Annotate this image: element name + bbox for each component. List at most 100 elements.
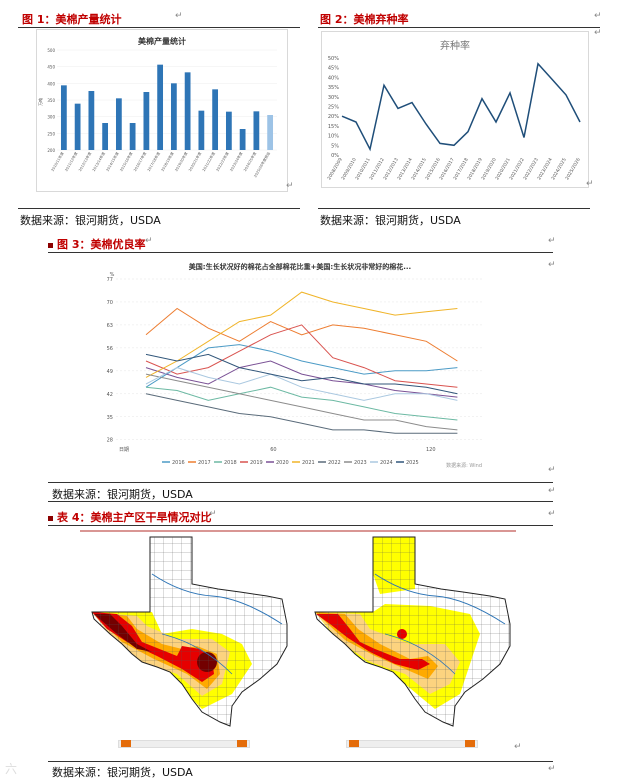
fig1-x-tick: 2011/12年度 <box>63 151 78 173</box>
fig2-y-tick: 50% <box>328 56 339 62</box>
fig3-series-line <box>145 386 458 421</box>
fig1-bar <box>157 64 164 150</box>
fig1-x-tick: 2010/11年度 <box>50 151 65 173</box>
fig2-top-rule <box>318 27 600 28</box>
fig4-heading-text: 表 4：美棉主产区干旱情况对比 <box>57 511 212 524</box>
fig1-heading: 图 1：美棉产量统计 <box>22 13 122 26</box>
fig3-series-line <box>145 373 458 431</box>
fig1-x-tick: 2016/17年度 <box>132 151 147 173</box>
fig2-y-tick: 5% <box>331 143 339 149</box>
paragraph-mark-icon: ↵ <box>548 465 556 475</box>
map-right-timeline-end[interactable] <box>465 740 475 747</box>
map-left-timeline[interactable] <box>118 740 250 748</box>
fig3-y-tick: 49 <box>107 369 113 375</box>
fig1-x-tick: 2014/15年度 <box>105 151 120 173</box>
fig1-bar <box>212 89 219 150</box>
fig1-x-tick: 2024/25年度 <box>242 151 257 173</box>
paragraph-mark-icon: ↵ <box>594 28 602 38</box>
fig1-bar <box>170 83 177 150</box>
fig3-y-tick: 35 <box>107 415 113 421</box>
fig2-chart-title: 弃种率 <box>440 39 470 52</box>
fig1-x-tick: 2017/18年度 <box>146 151 161 173</box>
fig3-chart-title: 美国:生长状况好的棉花占全部棉花比重+美国:生长状况非常好的棉花... <box>189 262 411 271</box>
fig3-series-line <box>145 367 458 401</box>
fig3-series-line <box>145 291 458 378</box>
fig2-line <box>341 62 581 152</box>
fig2-heading: 图 2：美棉弃种率 <box>320 13 409 26</box>
paragraph-mark-icon: ↵ <box>548 260 556 270</box>
fig3-series-line <box>145 360 458 398</box>
fig3-x-tick: 120 <box>426 447 436 453</box>
fig2-chart: 弃种率 50% 45% 40% 35% 30% 25% 20% 15% 10% 5% 0% 2008/2… <box>321 31 589 188</box>
fig1-x-tick: 2019/20年度 <box>173 151 188 173</box>
fig4-source: 数据来源：银河期货，USDA <box>52 766 193 779</box>
fig2-y-tick: 10% <box>328 134 339 140</box>
fig1-y-tick: 200 <box>47 148 55 153</box>
fig1-bar <box>198 110 205 150</box>
map-right-timeline[interactable] <box>346 740 478 748</box>
fig3-y-tick: 56 <box>107 346 113 352</box>
fig3-source: 数据来源：银河期货，USDA <box>52 488 193 501</box>
fig3-watermark: 数据来源: Wind <box>446 462 482 469</box>
paragraph-mark-icon: ↵ <box>175 11 183 21</box>
paragraph-mark-icon: ↵ <box>286 181 294 191</box>
fig3-legend-label: 2017 <box>198 460 211 466</box>
texas-drought-map-right <box>314 536 511 727</box>
fig1-source: 数据来源：银河期货，USDA <box>20 214 161 227</box>
paragraph-mark-icon: ↵ <box>548 764 556 774</box>
fig3-legend-label: 2023 <box>354 460 367 466</box>
bullet-square-icon <box>48 515 53 521</box>
paragraph-mark-icon: ↵ <box>548 509 556 519</box>
fig3-chart-svg: 美国:生长状况好的棉花占全部棉花比重+美国:生长状况非常好的棉花...%77 70… <box>107 262 482 469</box>
fig3-x-tick: 60 <box>270 447 276 453</box>
fig4-map-topline <box>80 530 516 532</box>
paragraph-mark-icon: ↵ <box>514 742 522 752</box>
fig1-x-tick: 2021/22年度 <box>201 151 216 173</box>
fig3-legend-label: 2021 <box>302 460 315 466</box>
fig1-x-tick: 2013/14年度 <box>91 151 106 173</box>
map-left-timeline-end[interactable] <box>237 740 247 747</box>
fig1-y-tick: 300 <box>47 115 55 120</box>
fig2-y-tick: 0% <box>331 153 339 159</box>
fig1-bar <box>184 72 191 150</box>
fig1-bar <box>102 123 109 150</box>
map-right-timeline-knob[interactable] <box>349 740 359 747</box>
fig3-series-line <box>145 307 458 362</box>
fig3-legend-label: 2022 <box>328 460 341 466</box>
fig3-series-line <box>145 353 458 395</box>
fig3-y-label: % <box>110 272 115 278</box>
fig1-x-tick: 2012/13年度 <box>77 151 92 173</box>
fig2-y-tick: 15% <box>328 124 339 130</box>
fig2-y-tick: 35% <box>328 85 339 91</box>
fig1-bar <box>88 91 95 150</box>
paragraph-mark-icon: ↵ <box>548 486 556 496</box>
fig3-chart: 美国:生长状况好的棉花占全部棉花比重+美国:生长状况非常好的棉花...% 77 70… <box>100 255 500 475</box>
fig1-bar <box>143 92 150 150</box>
fig2-y-tick: 25% <box>328 105 339 111</box>
fig1-x-tick: 2022/23年度 <box>215 151 230 173</box>
fig3-top-rule <box>48 252 553 253</box>
fig3-heading: 图 3：美棉优良率 <box>48 236 145 252</box>
fig1-x-tick: 2020/21年度 <box>187 151 202 173</box>
fig1-bar <box>239 129 246 150</box>
fig1-y-tick: 250 <box>47 131 55 136</box>
fig3-legend-label: 2016 <box>172 460 185 466</box>
fig3-bottom-rule <box>48 482 553 483</box>
fig2-source: 数据来源：银河期货，USDA <box>320 214 461 227</box>
fig1-x-tick: 2015/16年度 <box>118 151 133 173</box>
fig4-top-rule <box>48 525 553 526</box>
paragraph-mark-icon: ↵ <box>209 509 217 519</box>
fig1-bar <box>267 115 274 150</box>
fig4-heading: 表 4：美棉主产区干旱情况对比 <box>48 509 211 525</box>
fig1-bar <box>129 123 136 150</box>
fig1-x-tick: 2018/19年度 <box>160 151 175 173</box>
fig1-y-tick: 500 <box>47 48 55 53</box>
watermark-logo: 六 <box>5 762 18 776</box>
fig3-series-line <box>145 324 458 388</box>
fig1-chart-title: 美棉产量统计 <box>138 36 186 46</box>
fig3-y-tick: 63 <box>107 323 113 329</box>
map-left-timeline-knob[interactable] <box>121 740 131 747</box>
fig1-y-tick: 400 <box>47 81 55 86</box>
fig1-bar <box>253 111 260 150</box>
